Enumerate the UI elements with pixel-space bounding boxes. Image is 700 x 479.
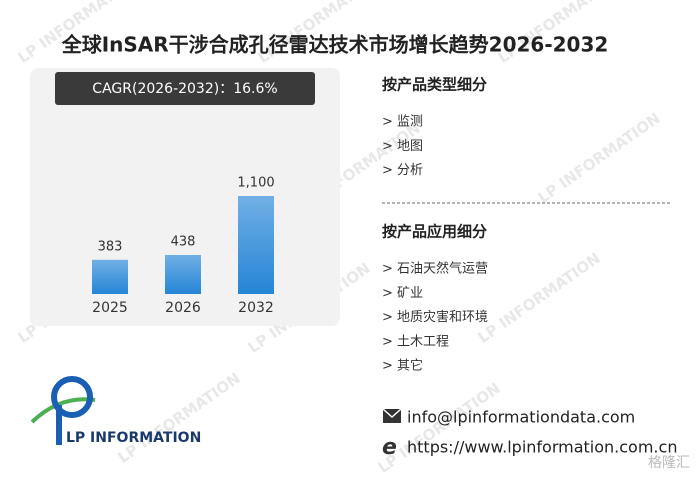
value-label: 438 xyxy=(171,234,196,249)
segment-item: > 分析 xyxy=(382,163,423,178)
corner-mark: 格隆汇 xyxy=(648,455,690,471)
cagr-label: CAGR(2026-2032)：16.6% xyxy=(92,81,277,97)
segment-item: > 土木工程 xyxy=(382,334,449,349)
logo-bar xyxy=(56,405,62,445)
segment-title: 按产品类型细分 xyxy=(382,76,487,94)
segment-item: > 矿业 xyxy=(382,286,423,301)
segment-item: > 地质灾害和环境 xyxy=(382,309,488,325)
watermark: LP INFORMATION xyxy=(115,369,244,467)
bar-shine xyxy=(165,254,201,294)
website: https://www.lpinformation.com.cn xyxy=(407,438,677,457)
segment-item: > 石油天然气运营 xyxy=(382,261,488,277)
x-tick-label: 2026 xyxy=(165,300,201,316)
cagr-box xyxy=(55,72,315,105)
email: info@lpinformationdata.com xyxy=(407,408,635,427)
logo-ring xyxy=(51,376,93,418)
watermark: LP INFORMATION xyxy=(475,249,604,347)
email-icon-flap xyxy=(382,408,402,419)
bar-shine xyxy=(92,259,128,294)
logo-text: LP INFORMATION xyxy=(66,430,201,446)
x-tick-label: 2025 xyxy=(92,300,128,316)
watermark: LP INFORMATION xyxy=(375,379,504,477)
bar-shine xyxy=(238,196,274,294)
value-label: 1,100 xyxy=(237,176,274,191)
watermark: LP INFORMATION xyxy=(535,109,664,207)
value-label: 383 xyxy=(98,239,123,254)
segment-item: > 监测 xyxy=(382,115,423,130)
segment-item: > 其它 xyxy=(382,358,423,374)
segment-item: > 地图 xyxy=(382,139,423,154)
x-tick-label: 2032 xyxy=(238,300,274,316)
segment-title: 按产品应用细分 xyxy=(382,223,487,241)
title: 全球InSAR干涉合成孔径雷达技术市场增长趋势2026-2032 xyxy=(61,33,609,57)
web-icon: e xyxy=(382,435,397,460)
